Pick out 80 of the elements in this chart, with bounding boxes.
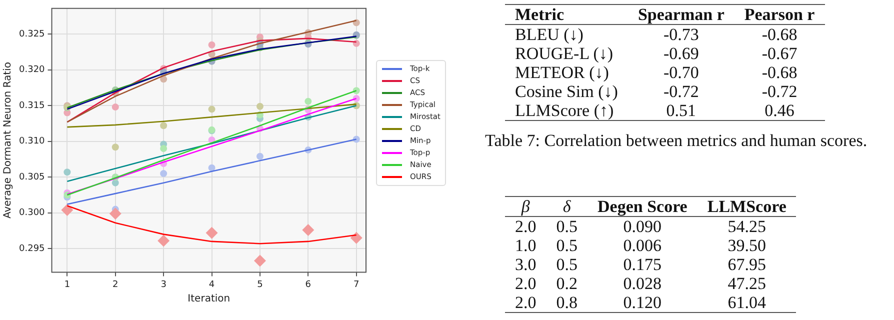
point xyxy=(109,208,122,220)
category-label: Pearson r xyxy=(743,4,816,24)
x-tick-label: 6 xyxy=(305,280,312,290)
category-label: BLEU (↓) xyxy=(515,25,584,44)
text: -0.69 xyxy=(663,44,699,63)
text: 0.51 xyxy=(666,101,696,120)
y-tick-label: 0.295 xyxy=(19,244,45,254)
text: -0.72 xyxy=(762,82,798,101)
y-tick-label: 0.310 xyxy=(19,136,46,147)
point xyxy=(112,179,119,186)
text: 61.04 xyxy=(728,293,766,312)
text: -0.73 xyxy=(663,25,699,44)
point xyxy=(208,106,216,113)
y-axis-title: Average Dormant Neuron Ratio xyxy=(2,62,14,219)
text: 0.120 xyxy=(623,293,662,312)
text: 2.0 xyxy=(515,293,536,312)
y-tick-label: 0.320 xyxy=(19,65,46,76)
text: -0.70 xyxy=(663,63,699,82)
point xyxy=(256,102,264,110)
point xyxy=(254,254,266,267)
x-tick-label: 3 xyxy=(160,280,166,290)
point xyxy=(304,98,312,105)
text: -0.68 xyxy=(762,25,798,44)
point xyxy=(112,104,119,111)
text: 0.006 xyxy=(623,236,662,255)
text: 39.50 xyxy=(728,236,766,255)
y-tick-label: 0.300 xyxy=(19,208,46,218)
point xyxy=(160,122,168,130)
category-label: β xyxy=(520,196,531,216)
category-label: LLMScore (↑) xyxy=(515,101,614,120)
point xyxy=(160,170,168,178)
text: 1.0 xyxy=(515,236,536,255)
y-tick-label: 0.315 xyxy=(19,100,45,111)
point xyxy=(64,168,71,176)
point xyxy=(112,144,119,151)
point xyxy=(208,41,216,48)
category-label: LLMScore xyxy=(706,196,788,216)
category-label: Cosine Sim (↓) xyxy=(515,82,618,101)
point xyxy=(350,232,362,244)
text: 0.5 xyxy=(556,236,578,255)
point xyxy=(160,76,168,83)
x-tick-label: 2 xyxy=(112,280,118,290)
text: 2.0 xyxy=(515,217,536,236)
category-label: Degen Score xyxy=(596,196,688,216)
text: 0.090 xyxy=(623,217,662,236)
point xyxy=(61,204,74,216)
x-axis-title: Iteration xyxy=(188,294,230,305)
text: 0.028 xyxy=(623,274,662,293)
category-label: Spearman r xyxy=(636,4,726,24)
point xyxy=(160,145,168,152)
y-tick-label: 0.325 xyxy=(19,29,45,40)
text: Table 7: Correlation between metrics and human scores. xyxy=(485,131,868,151)
point xyxy=(208,164,216,172)
text: -0.68 xyxy=(762,63,798,82)
x-tick-label: 4 xyxy=(208,280,215,290)
text: -0.67 xyxy=(762,44,798,63)
text: 0.8 xyxy=(556,293,578,312)
point xyxy=(206,226,218,239)
text: 47.25 xyxy=(728,274,766,293)
x-tick-label: 5 xyxy=(257,280,263,290)
category-label: ROUGE-L (↓) xyxy=(515,44,614,63)
text: 0.46 xyxy=(764,101,794,120)
text: 0.175 xyxy=(623,255,662,274)
y-tick-label: 0.305 xyxy=(19,172,45,182)
text: 0.5 xyxy=(556,217,578,236)
category-label: Metric xyxy=(514,4,566,24)
category-label: METEOR (↓) xyxy=(515,63,609,82)
point xyxy=(302,224,314,236)
text: 3.0 xyxy=(515,255,536,274)
x-tick-label: 7 xyxy=(353,280,360,290)
text: 54.25 xyxy=(728,217,766,236)
text: 67.95 xyxy=(728,255,766,274)
point xyxy=(158,234,170,247)
text: 0.2 xyxy=(556,274,578,293)
category-label: δ xyxy=(562,196,572,216)
x-tick-label: 1 xyxy=(64,280,70,290)
text: 2.0 xyxy=(515,274,536,293)
text: 0.5 xyxy=(556,255,578,274)
text: -0.72 xyxy=(663,82,699,101)
point xyxy=(256,152,264,160)
